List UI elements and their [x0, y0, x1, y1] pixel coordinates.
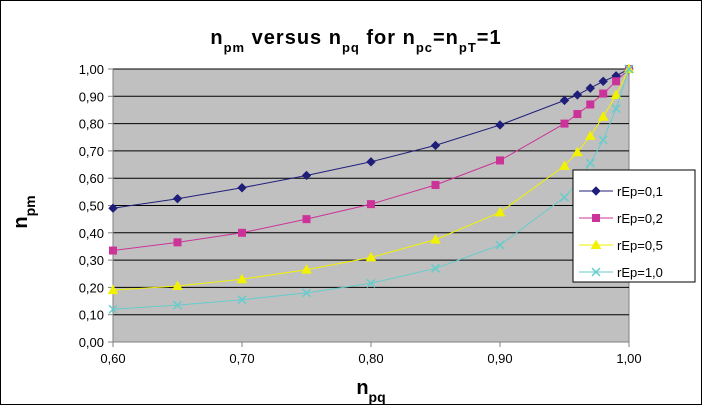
- data-point: [173, 238, 182, 247]
- data-point: [172, 193, 183, 204]
- series-3: [107, 63, 635, 295]
- data-point: [585, 83, 596, 93]
- data-point: [610, 89, 622, 99]
- data-point: [238, 228, 246, 237]
- data-point: [109, 246, 117, 255]
- data-point: [430, 140, 441, 151]
- y-tick-label: 0,80: [79, 117, 104, 132]
- legend-label: rEp=0,1: [617, 184, 663, 199]
- y-tick-label: 0,20: [79, 280, 104, 295]
- data-point: [560, 119, 569, 128]
- x-tick-label: 0,90: [487, 351, 512, 366]
- series-4: [108, 64, 634, 314]
- data-point: [430, 234, 441, 244]
- data-point: [237, 183, 247, 193]
- legend-marker: [592, 214, 600, 222]
- legend-entry: rEp=1,0: [579, 265, 663, 280]
- x-axis-title: npq: [356, 377, 385, 405]
- x-axis-ticks: 0,60 0,70 0,80 0,90 1,00: [100, 342, 642, 366]
- data-point: [572, 90, 583, 100]
- series-2: [109, 65, 633, 255]
- data-point: [496, 156, 504, 165]
- data-point: [572, 146, 583, 157]
- data-point: [599, 89, 608, 98]
- x-tick-label: 0,80: [358, 351, 383, 366]
- legend-marker: [591, 186, 601, 196]
- data-point: [494, 206, 506, 217]
- series-1: [108, 64, 634, 213]
- data-point: [624, 64, 634, 74]
- data-point: [431, 181, 440, 190]
- y-tick-label: 1,00: [79, 62, 104, 77]
- data-point: [495, 240, 505, 250]
- data-point: [366, 157, 376, 167]
- data-point: [611, 104, 621, 114]
- legend-entry: rEp=0,1: [579, 184, 663, 199]
- data-point: [365, 251, 377, 262]
- data-point: [108, 304, 118, 314]
- legend-marker: [591, 267, 601, 277]
- y-tick-label: 0,30: [79, 253, 104, 268]
- data-point: [559, 160, 570, 170]
- y-tick-label: 0,40: [79, 226, 104, 241]
- data-point: [302, 215, 311, 224]
- data-point: [585, 158, 595, 168]
- y-tick-label: 0,00: [79, 335, 104, 350]
- y-tick-label: 0,90: [79, 89, 104, 104]
- legend-entry: rEp=0,2: [579, 211, 663, 226]
- data-point: [172, 280, 183, 291]
- y-tick-label: 0,70: [79, 144, 104, 159]
- data-point: [237, 295, 247, 305]
- y-tick-label: 0,10: [79, 308, 104, 323]
- legend-entry: rEp=0,5: [579, 238, 663, 253]
- data-point: [598, 135, 608, 145]
- y-tick-label: 0,50: [79, 199, 104, 214]
- legend-label: rEp=0,5: [617, 238, 663, 253]
- data-point: [172, 300, 183, 310]
- data-point: [108, 203, 118, 213]
- y-axis-title: npm: [10, 195, 38, 228]
- series-layer: [107, 63, 635, 314]
- data-point: [236, 273, 248, 284]
- data-point: [559, 192, 570, 202]
- data-point: [573, 110, 582, 119]
- data-point: [301, 288, 312, 298]
- legend-box: [572, 169, 696, 283]
- data-point: [598, 76, 608, 86]
- x-tick-label: 0,60: [100, 351, 125, 366]
- data-point: [586, 100, 595, 109]
- data-point: [495, 120, 505, 130]
- data-point: [430, 263, 441, 273]
- chart-title: npm versus npq for npc=npT=1: [210, 27, 501, 55]
- x-tick-label: 1,00: [616, 351, 641, 366]
- legend-marker: [590, 239, 602, 249]
- data-point: [559, 95, 570, 106]
- legend: rEp=0,1 rEp=0,2 rEp=0,5 rEp=1,0: [572, 169, 696, 283]
- data-point: [301, 264, 312, 274]
- data-point: [367, 200, 375, 209]
- legend-label: rEp=0,2: [617, 211, 663, 226]
- data-point: [301, 170, 312, 181]
- data-point: [597, 111, 609, 121]
- data-point: [612, 77, 621, 86]
- y-tick-label: 0,60: [79, 171, 104, 186]
- data-point: [107, 284, 119, 295]
- x-tick-label: 0,70: [229, 351, 254, 366]
- legend-label: rEp=1,0: [617, 265, 663, 280]
- data-point: [366, 278, 376, 288]
- data-point: [584, 130, 596, 140]
- y-axis-ticks: 0,00 0,10 0,20 0,30 0,40 0,50 0,60 0,70 0,80 0,90…: [79, 62, 113, 350]
